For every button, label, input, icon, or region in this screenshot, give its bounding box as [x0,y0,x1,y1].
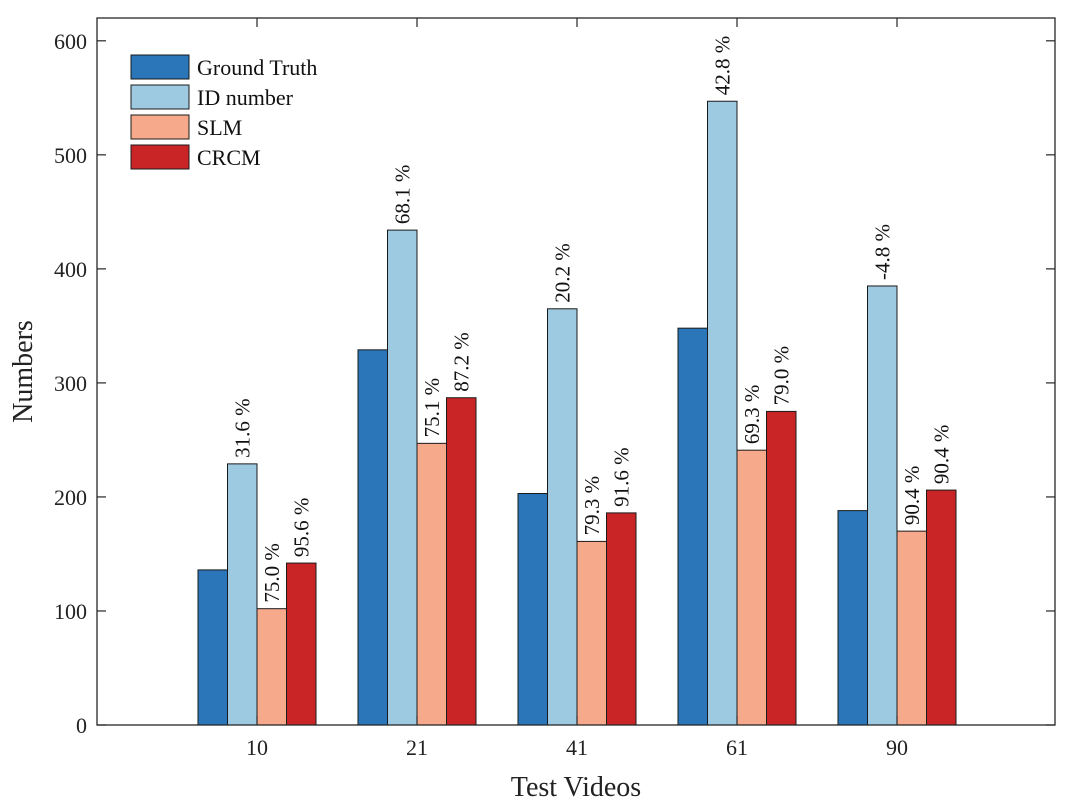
bar-data-label: 69.3 % [740,385,764,445]
bar [867,285,898,726]
bar-data-label: 90.4 % [900,466,924,526]
bar-data-label: 31.6 % [230,398,254,458]
legend-label: ID number [197,85,294,110]
bar [256,608,287,726]
bar [926,489,957,726]
plot-frame [96,17,1056,726]
bar [547,308,578,726]
bar-data-label: 75.1 % [420,378,444,438]
bar-data-label: 95.6 % [289,498,313,558]
bar [357,349,388,726]
x-axis-title: Test Videos [511,772,641,803]
legend-swatch [130,144,190,170]
y-tick-label: 100 [54,599,87,624]
bar [606,512,637,726]
y-tick-label: 500 [54,143,87,168]
bar [416,442,447,726]
x-tick-label: 41 [566,735,588,760]
bar [517,493,548,726]
bar [896,530,927,726]
y-tick-label: 200 [54,485,87,510]
bar-data-label: 79.0 % [769,346,793,406]
bar-data-label: 87.2 % [449,332,473,392]
bar-data-label: 68.1 % [390,165,414,225]
bar-data-label: 79.3 % [580,476,604,536]
x-tick-label: 61 [726,735,748,760]
y-tick-label: 600 [54,29,87,54]
legend-label: CRCM [197,145,261,170]
y-tick-label: 0 [76,713,87,738]
legend-label: Ground Truth [197,55,317,80]
y-axis-title: Numbers [8,320,39,423]
x-tick-label: 21 [406,735,428,760]
bar-data-label: 75.0 % [260,543,284,603]
legend-swatch [130,114,190,140]
bar-data-label: 20.2 % [550,243,574,303]
bar [766,410,797,726]
legend: Ground Truth ID number SLM CRCM [130,54,317,170]
bar-data-label: -4.8 % [870,224,894,280]
bar [387,229,418,726]
bar [837,510,868,726]
bar [197,569,228,726]
bar [286,562,317,726]
x-tick-label: 10 [246,735,268,760]
legend-label: SLM [197,115,242,140]
bar [576,540,607,726]
y-tick-label: 400 [54,257,87,282]
legend-swatch [130,54,190,80]
bar [707,100,738,726]
bar-data-label: 90.4 % [929,425,953,485]
legend-swatch [130,84,190,110]
y-tick-label: 300 [54,371,87,396]
x-tick-label: 90 [886,735,908,760]
bar [446,397,477,726]
bar [736,449,767,726]
bar [677,327,708,726]
bar-data-label: 91.6 % [609,447,633,507]
bar [227,463,258,726]
bar-data-label: 42.8 % [710,36,734,96]
